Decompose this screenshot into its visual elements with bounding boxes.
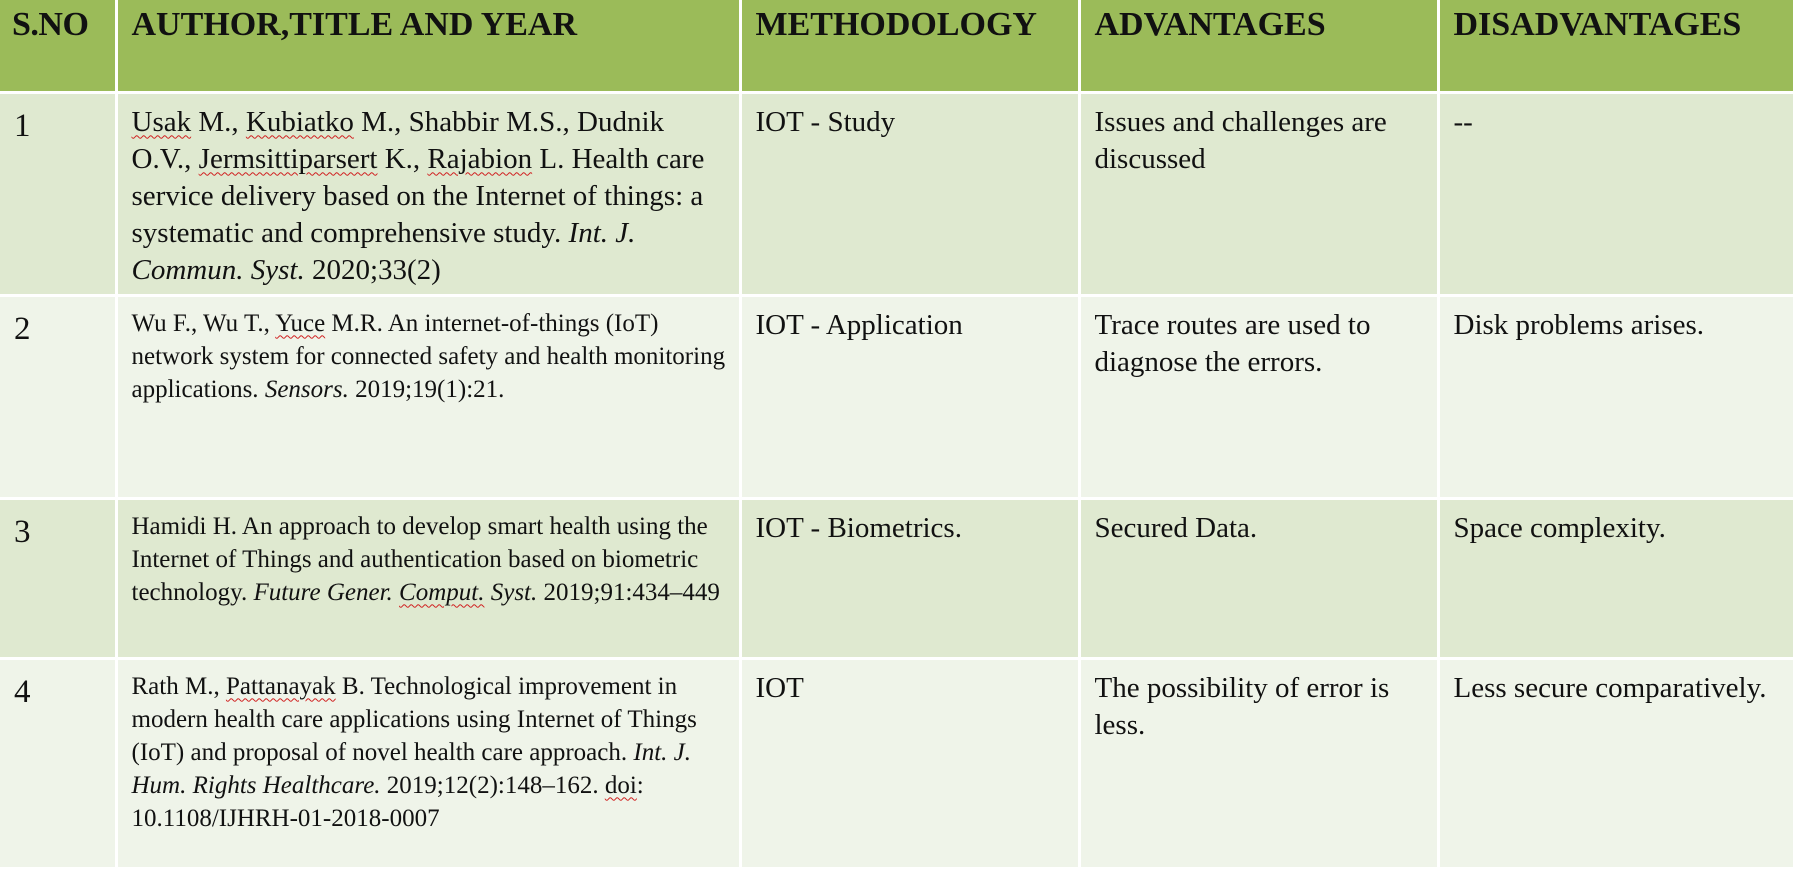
table-row: 4 Rath M., Pattanayak B. Technological i… (0, 658, 1793, 870)
ref-text: Rajabion (427, 142, 533, 175)
cell-disadvantages: Less secure comparatively. (1438, 658, 1793, 870)
ref-text: Pattanayak (225, 672, 336, 700)
table-row: 1 Usak M., Kubiatko M., Shabbir M.S., Du… (0, 92, 1793, 297)
ref-text: Usak (131, 105, 192, 138)
ref-text: 2019;91:434–449 (537, 578, 720, 606)
cell-reference: Rath M., Pattanayak B. Technological imp… (116, 658, 742, 870)
ref-journal: Comput. (399, 578, 485, 606)
cell-reference: Hamidi H. An approach to develop smart h… (116, 498, 742, 660)
cell-reference: Usak M., Kubiatko M., Shabbir M.S., Dudn… (116, 92, 742, 297)
ref-text: M., (191, 105, 246, 138)
header-sno: S.NO (0, 0, 118, 94)
ref-text: : 10.1108/IJHRH-01-2018-0007 (131, 771, 644, 832)
cell-methodology: IOT - Biometrics. (740, 498, 1081, 660)
cell-advantages: Secured Data. (1079, 498, 1440, 660)
cell-disadvantages: Space complexity. (1438, 498, 1793, 660)
ref-text: B. Technological improvement in modern h… (131, 672, 697, 766)
ref-journal: Future Gener. (253, 578, 400, 606)
ref-text: M.R. An internet-of-things (IoT) network… (131, 309, 726, 403)
cell-methodology: IOT - Application (740, 295, 1081, 500)
header-row: S.NO AUTHOR,TITLE AND YEAR METHODOLOGY A… (0, 0, 1793, 94)
table-row: 2 Wu F., Wu T., Yuce M.R. An internet-of… (0, 295, 1793, 500)
cell-sno: 3 (0, 498, 118, 660)
ref-text: Wu F., Wu T., (131, 309, 276, 337)
ref-text: 2019;19(1):21. (348, 375, 505, 403)
ref-text: K., (377, 142, 428, 175)
header-author-title-year: AUTHOR,TITLE AND YEAR (116, 0, 742, 94)
header-methodology: METHODOLOGY (740, 0, 1081, 94)
ref-journal: Sensors. (264, 375, 349, 403)
ref-text: L. Health care service delivery based on… (131, 142, 705, 249)
cell-advantages: Trace routes are used to diagnose the er… (1079, 295, 1440, 500)
ref-text: Yuce (275, 309, 326, 337)
table-header: S.NO AUTHOR,TITLE AND YEAR METHODOLOGY A… (0, 0, 1793, 94)
cell-sno: 1 (0, 92, 118, 297)
cell-disadvantages: -- (1438, 92, 1793, 297)
ref-text: Hamidi H. An approach to develop smart h… (131, 512, 708, 606)
ref-journal: Int. J. Commun. Syst. (131, 216, 636, 286)
table-body: 1 Usak M., Kubiatko M., Shabbir M.S., Du… (0, 92, 1793, 870)
cell-methodology: IOT - Study (740, 92, 1081, 297)
ref-text: 2020;33(2) (304, 253, 441, 286)
ref-text: 2019;12(2):148–162. (380, 771, 605, 799)
ref-journal: Syst. (484, 578, 538, 606)
ref-text: Kubiatko (245, 105, 354, 138)
cell-reference: Wu F., Wu T., Yuce M.R. An internet-of-t… (116, 295, 742, 500)
cell-advantages: Issues and challenges are discussed (1079, 92, 1440, 297)
ref-text: doi (604, 771, 637, 799)
cell-sno: 2 (0, 295, 118, 500)
header-disadvantages: DISADVANTAGES (1438, 0, 1793, 94)
cell-disadvantages: Disk problems arises. (1438, 295, 1793, 500)
cell-sno: 4 (0, 658, 118, 870)
ref-text: M., Shabbir M.S., Dudnik O.V., (131, 105, 665, 175)
table-row: 3 Hamidi H. An approach to develop smart… (0, 498, 1793, 660)
ref-text: Rath M., (131, 672, 226, 700)
cell-methodology: IOT (740, 658, 1081, 870)
cell-advantages: The possibility of error is less. (1079, 658, 1440, 870)
header-advantages: ADVANTAGES (1079, 0, 1440, 94)
ref-journal: Int. J. Hum. Rights Healthcare. (131, 738, 692, 799)
ref-text: Jermsittiparsert (198, 142, 378, 175)
